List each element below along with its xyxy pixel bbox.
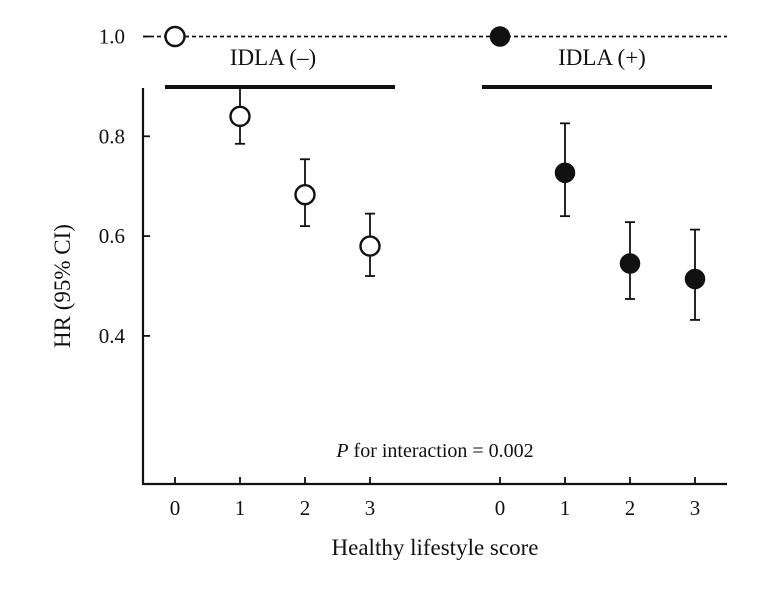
annotation-p-symbol: P: [335, 440, 348, 462]
data-point-filled: [554, 162, 576, 183]
y-tick-label: 0.6: [99, 224, 125, 248]
data-point-open: [229, 105, 251, 128]
data-point-open: [359, 235, 381, 257]
y-tick-label: 0.4: [99, 324, 126, 348]
x-tick-label: 2: [625, 496, 636, 520]
x-tick-label: 1: [560, 496, 571, 520]
x-tick-label: 3: [365, 496, 376, 520]
axes-layer: [141, 35, 727, 486]
group-label: IDLA (–): [230, 45, 316, 70]
y-tick-label: 0.8: [99, 124, 125, 148]
x-tick-label: 1: [235, 496, 246, 520]
annotation-text: for interaction = 0.002: [349, 440, 534, 462]
axis-text-layer: 0.4 0.6 0.8 1.0 0 1 2 3 0 1 2 3 Healthy lifestyle sc…: [50, 25, 700, 561]
x-tick-label: 2: [300, 496, 311, 520]
x-tick-label: 3: [690, 496, 701, 520]
x-tick-label: 0: [170, 496, 181, 520]
y-tick-label: 1.0: [99, 25, 125, 49]
data-point-filled: [489, 26, 511, 47]
x-axis-title: Healthy lifestyle score: [332, 535, 539, 560]
group-labels-layer: IDLA (–) IDLA (+): [165, 45, 712, 89]
x-tick-label: 0: [495, 496, 506, 520]
data-point-open: [294, 183, 316, 206]
data-point-open: [164, 25, 186, 48]
group-label: IDLA (+): [558, 45, 646, 70]
interaction-annotation: P for interaction = 0.002: [335, 440, 533, 462]
data-point-filled: [684, 268, 706, 290]
data-point-filled: [619, 253, 641, 274]
data-marks-layer: [164, 25, 706, 321]
y-axis-title: HR (95% CI): [50, 224, 75, 348]
